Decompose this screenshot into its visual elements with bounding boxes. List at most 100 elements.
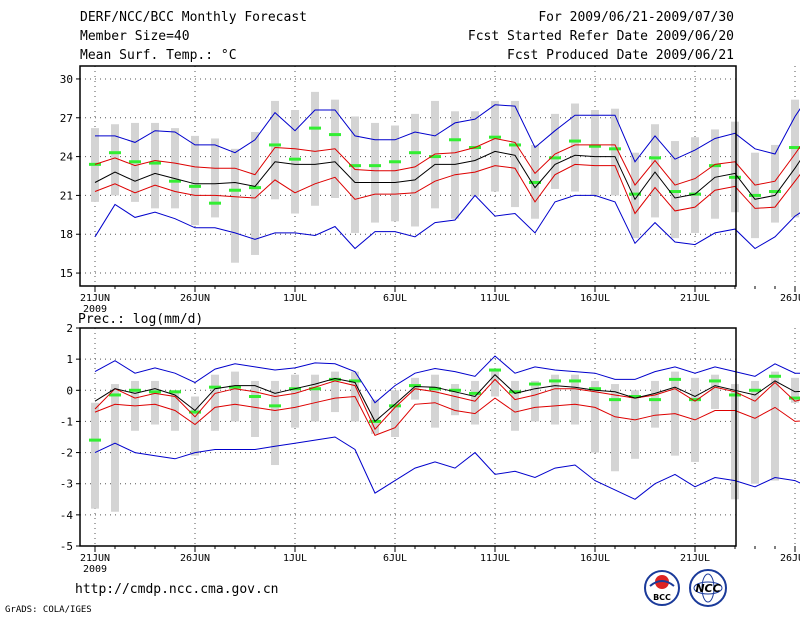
median-mark — [749, 193, 761, 197]
y-tick-label: 1 — [66, 353, 73, 366]
x-tick-label: 21JUN — [80, 553, 110, 564]
median-mark — [729, 393, 741, 397]
spread-bar — [791, 99, 799, 218]
spread-bar — [691, 137, 699, 233]
spread-bar — [731, 121, 739, 213]
median-mark — [109, 393, 121, 397]
grads-credit: GrADS: COLA/IGES — [5, 605, 92, 615]
median-mark — [729, 175, 741, 179]
spread-bar — [291, 374, 299, 428]
spread-bar — [551, 113, 559, 189]
started-date: Fcst Started Refer Date 2009/06/20 — [467, 29, 734, 44]
produced-date: Fcst Produced Date 2009/06/21 — [507, 48, 734, 63]
y-tick-label: 27 — [60, 112, 73, 125]
median-mark — [749, 388, 761, 392]
median-mark — [249, 186, 261, 190]
median-mark — [709, 164, 721, 168]
median-mark — [89, 438, 101, 442]
spread-bar — [471, 111, 479, 197]
median-mark — [209, 201, 221, 205]
median-mark — [529, 180, 541, 184]
median-mark — [169, 179, 181, 183]
spread-bar — [191, 396, 199, 456]
median-mark — [669, 377, 681, 381]
spread-bar — [631, 390, 639, 459]
spread-bar — [711, 374, 719, 409]
spread-bar — [91, 402, 99, 509]
median-mark — [769, 190, 781, 194]
median-mark — [629, 192, 641, 196]
median-mark — [309, 387, 321, 391]
plot-frame — [79, 65, 737, 287]
spread-bar — [371, 399, 379, 434]
median-mark — [369, 164, 381, 168]
median-mark — [129, 388, 141, 392]
member-size: Member Size=40 — [80, 29, 190, 44]
spread-bar — [771, 144, 779, 223]
y-tick-label: -2 — [60, 447, 73, 460]
median-mark — [569, 139, 581, 143]
forecast-period: For 2009/06/21-2009/07/30 — [538, 10, 734, 25]
spread-bar — [311, 374, 319, 422]
series-max-line — [94, 355, 800, 404]
spread-bar — [511, 100, 519, 208]
y-tick-label: -3 — [60, 478, 73, 491]
spread-bar — [211, 374, 219, 431]
median-mark — [349, 164, 361, 168]
ncc-logo: NCC — [689, 569, 727, 607]
x-tick-label: 26JUL — [780, 293, 800, 304]
median-mark — [789, 396, 800, 400]
spread-bar — [431, 100, 439, 209]
spread-bar — [431, 374, 439, 428]
x-tick-label: 6JUL — [383, 293, 407, 304]
x-tick-label: 11JUL — [480, 553, 510, 564]
spread-bar — [491, 100, 499, 192]
median-mark — [189, 184, 201, 188]
median-mark — [209, 385, 221, 389]
prec-panel-label: Prec.: log(mm/d) — [78, 312, 204, 327]
spread-bar — [551, 374, 559, 425]
median-mark — [389, 404, 401, 408]
spread-bar — [411, 113, 419, 227]
x-tick-label: 26JUL — [780, 553, 800, 564]
spread-bar — [371, 122, 379, 223]
median-mark — [709, 379, 721, 383]
ncc-logo-text: NCC — [695, 582, 720, 595]
spread-bar — [111, 124, 119, 196]
spread-bar — [531, 380, 539, 422]
spread-bar — [571, 374, 579, 425]
median-mark — [409, 384, 421, 388]
x-tick-label: 26JUN — [180, 553, 210, 564]
spread-bar — [271, 380, 279, 466]
median-mark — [649, 398, 661, 402]
y-tick-label: 18 — [60, 228, 73, 241]
median-mark — [389, 160, 401, 164]
x-tick-label: 21JUL — [680, 553, 710, 564]
spread-bar — [771, 371, 779, 481]
spread-bar — [271, 100, 279, 200]
spread-bar — [651, 124, 659, 218]
median-mark — [669, 190, 681, 194]
median-mark — [549, 156, 561, 160]
spread-bar — [291, 110, 299, 214]
spread-bar — [611, 384, 619, 472]
median-mark — [589, 144, 601, 148]
median-mark — [309, 126, 321, 130]
temp-panel-label: Mean Surf. Temp.: °C — [80, 48, 237, 63]
spread-bar — [471, 380, 479, 425]
spread-bar — [591, 380, 599, 453]
median-mark — [509, 143, 521, 147]
spread-bar — [251, 132, 259, 255]
median-mark — [609, 147, 621, 151]
spread-bar — [791, 377, 799, 403]
y-tick-label: -5 — [60, 540, 73, 553]
median-mark — [149, 161, 161, 165]
median-mark — [409, 151, 421, 155]
spread-bar — [451, 384, 459, 416]
series-upper-line — [94, 378, 800, 431]
spread-bar — [351, 116, 359, 233]
y-tick-label: -1 — [60, 415, 73, 428]
source-url[interactable]: http://cmdp.ncc.cma.gov.cn — [75, 582, 279, 597]
spread-bar — [511, 380, 519, 431]
